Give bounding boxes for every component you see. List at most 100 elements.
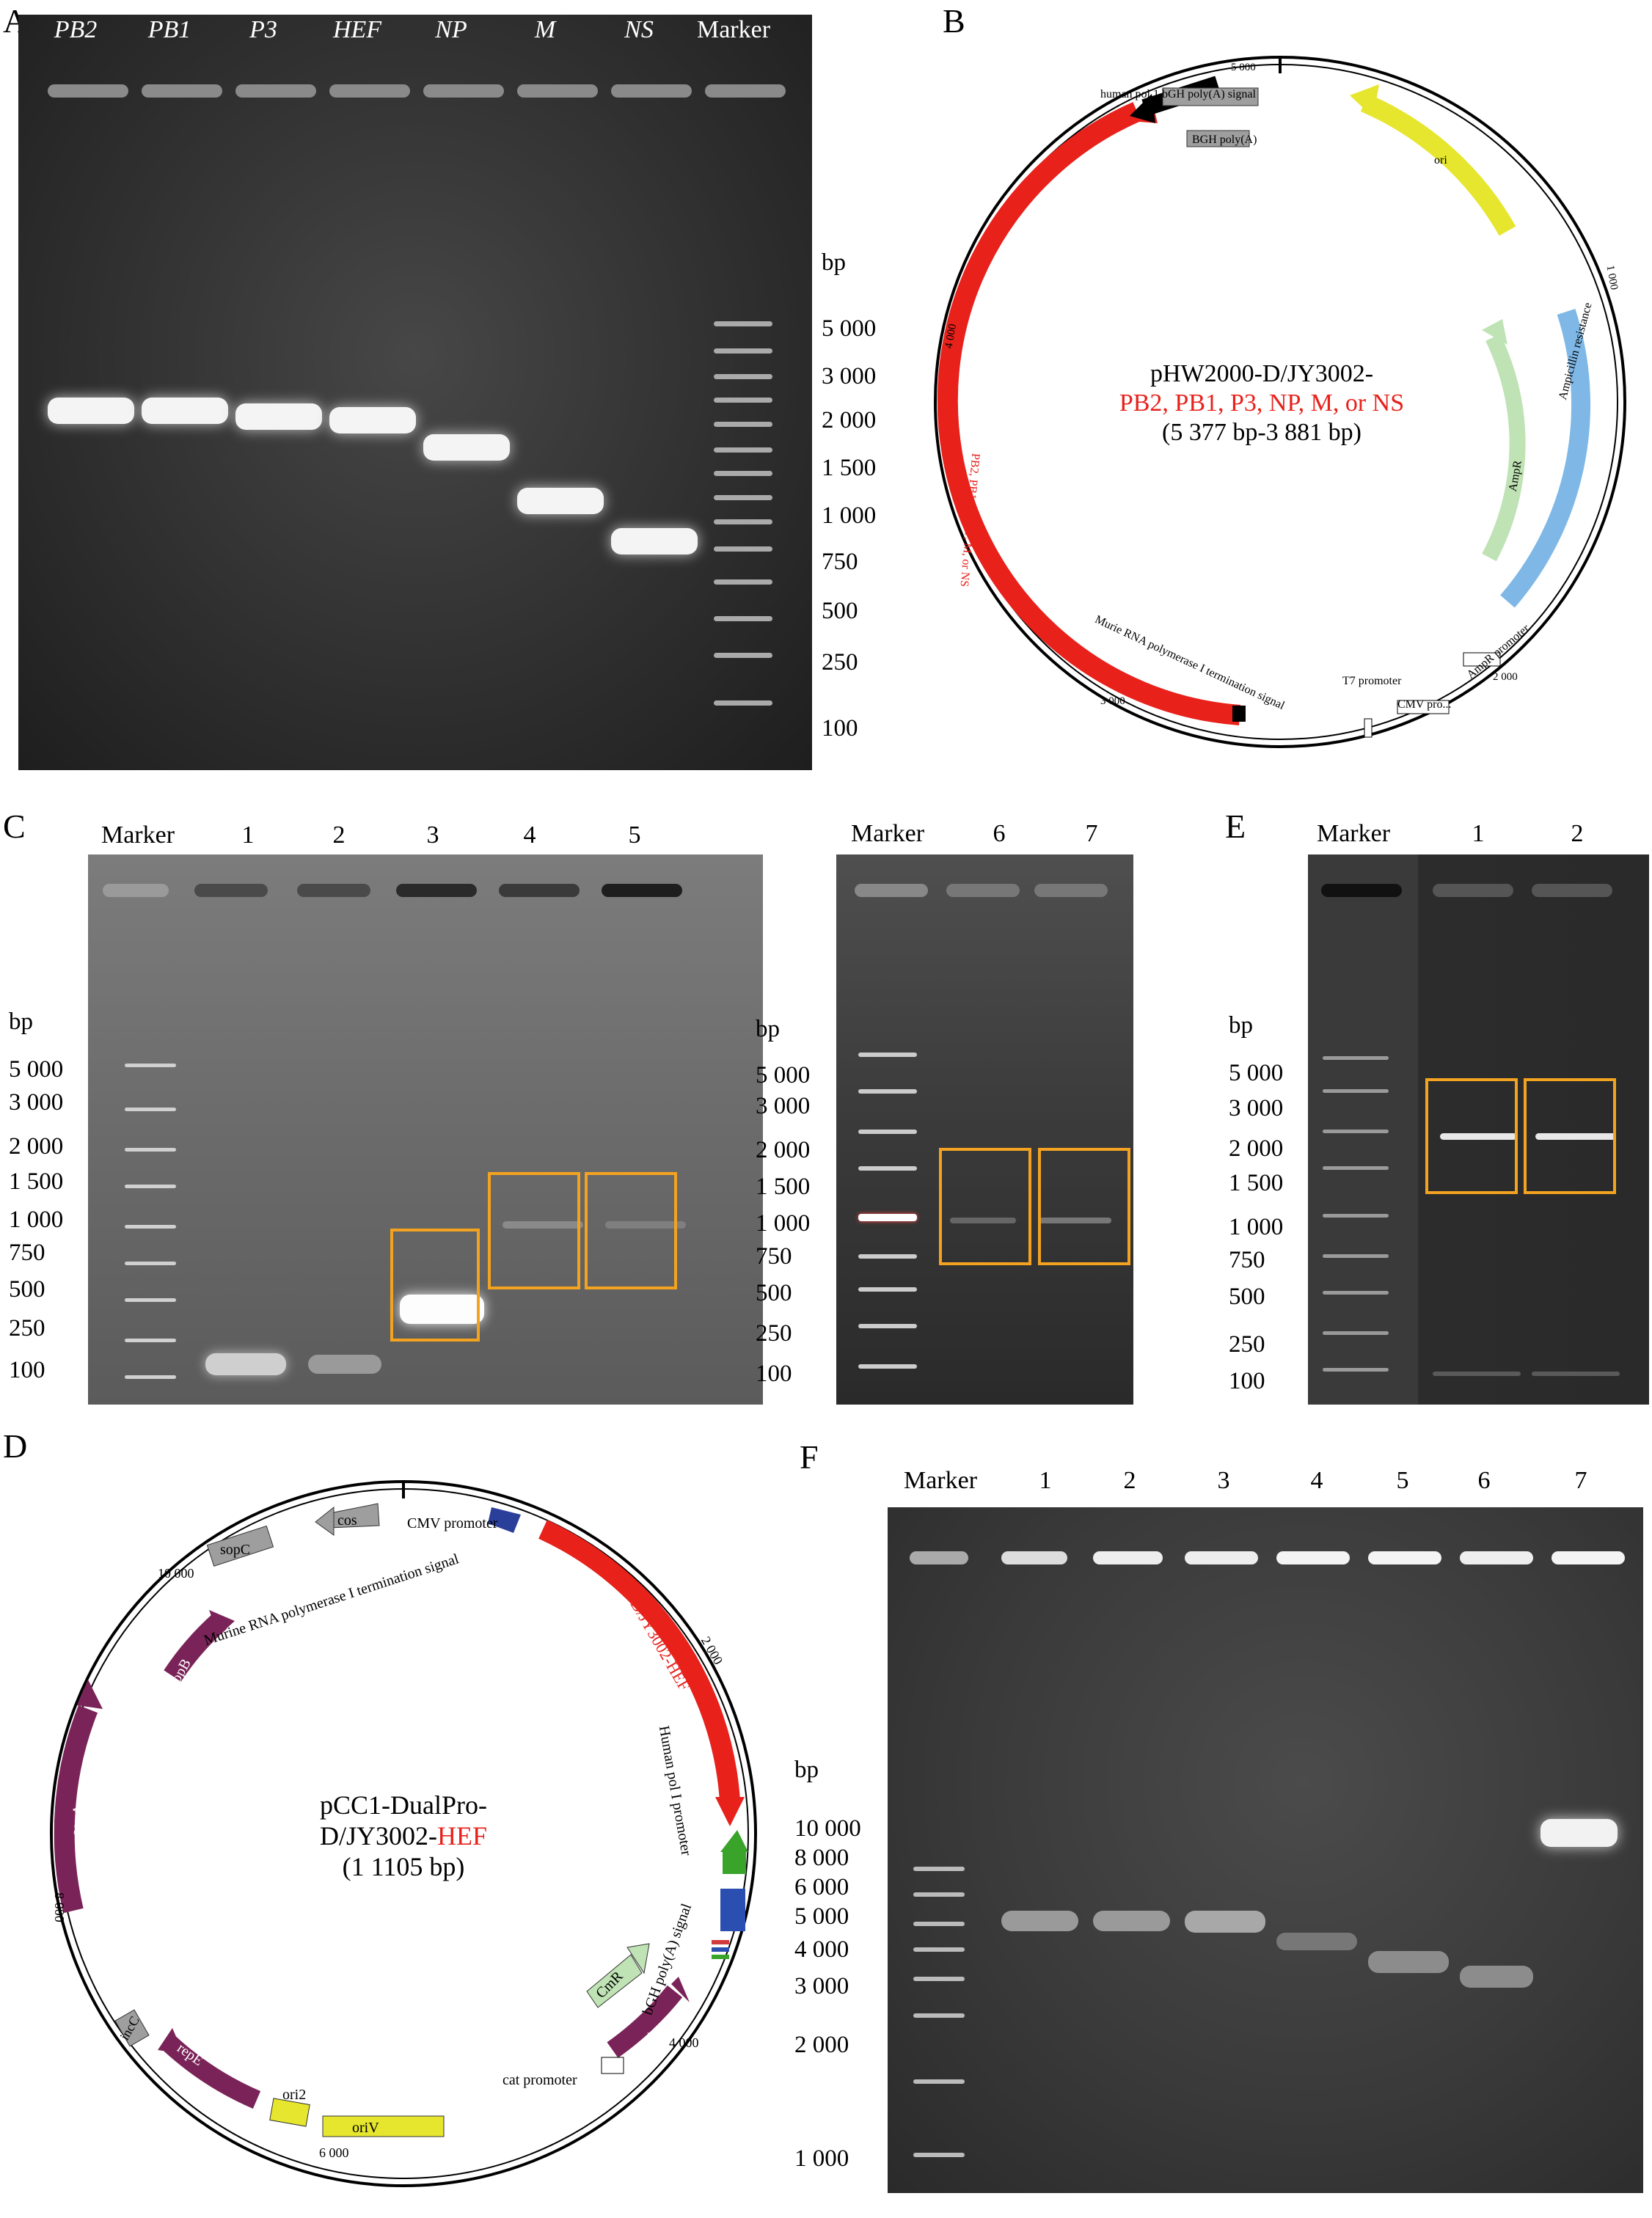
- tick-label: 3 000: [1100, 695, 1125, 707]
- bp-label: 500: [756, 1280, 792, 1306]
- bp-label: 100: [822, 715, 858, 742]
- tick-label: 6 000: [319, 2145, 349, 2160]
- tick-label: 10 000: [158, 1566, 194, 1581]
- lane-label: 7: [1085, 820, 1098, 847]
- feature-bgh-signal: human pol 1 bGH poly(A) signal: [1100, 88, 1256, 100]
- bp-label: 3 000: [822, 363, 877, 389]
- lane-label: Marker: [1316, 820, 1391, 847]
- feature-cmv: CMV pro...: [1397, 698, 1452, 711]
- tick-label: 4 000: [669, 2035, 699, 2050]
- lane-label: P3: [249, 16, 277, 43]
- feature-sopc: sopC: [220, 1542, 251, 1558]
- feature-cat-promoter: cat promoter: [502, 2072, 577, 2088]
- bp-label: 1 000: [1229, 1214, 1284, 1240]
- bp-label: 1 500: [1229, 1170, 1284, 1196]
- bp-label: 2 000: [794, 2032, 849, 2058]
- bp-label: 250: [756, 1320, 792, 1347]
- lane-label: 4: [1310, 1467, 1323, 1494]
- bp-label: 1 500: [756, 1174, 811, 1200]
- lane-label: 3: [1217, 1467, 1230, 1494]
- lane-label: 4: [523, 821, 536, 849]
- bp-label: 100: [9, 1357, 45, 1383]
- plasmid-map-d: [50, 1480, 757, 2187]
- lane-label: PB2: [54, 16, 98, 43]
- plasmid-d-prefix: D/JY3002-: [319, 1821, 437, 1851]
- bp-label: 2 000: [9, 1133, 64, 1160]
- bp-label: 250: [1229, 1331, 1265, 1358]
- lane-label: 1: [241, 821, 255, 849]
- bp-label: 5 000: [1229, 1060, 1284, 1086]
- bp-label: 8 000: [794, 1845, 849, 1871]
- lane-label: 1: [1039, 1467, 1052, 1494]
- lane-label: 7: [1574, 1467, 1587, 1494]
- bp-label: 1 000: [822, 502, 877, 529]
- lane-label: Marker: [850, 820, 925, 847]
- feature-ori2: ori2: [282, 2087, 307, 2103]
- feature-cos: cos: [337, 1512, 357, 1529]
- bp-label: 100: [756, 1361, 792, 1387]
- gel-f: [888, 1507, 1643, 2193]
- bp-label: 750: [9, 1240, 45, 1266]
- bp-label: 5 000: [756, 1062, 811, 1088]
- plasmid-b-size: (5 377 bp-3 881 bp): [1162, 419, 1362, 446]
- gel-a: [18, 15, 812, 770]
- bp-label: 500: [9, 1276, 45, 1303]
- bp-label: 3 000: [756, 1093, 811, 1119]
- lane-label: NP: [435, 16, 467, 43]
- panel-d-letter: D: [3, 1427, 28, 1465]
- bp-label: 1 000: [794, 2145, 849, 2172]
- bp-label: 4 000: [794, 1936, 849, 1963]
- bp-label: 500: [822, 598, 858, 624]
- lane-label: Marker: [903, 1467, 978, 1494]
- lane-label: 1: [1472, 820, 1485, 847]
- lane-label: Marker: [696, 16, 771, 43]
- lane-label: 5: [628, 821, 641, 849]
- bp-label: 5 000: [822, 315, 877, 342]
- bp-label: 2 000: [756, 1137, 811, 1163]
- gel-e: [1308, 854, 1649, 1405]
- lane-label: NS: [624, 16, 654, 43]
- gel-c-right: [836, 854, 1133, 1405]
- bp-title: bp: [1229, 1012, 1253, 1039]
- lane-label: HEF: [332, 16, 382, 43]
- feature-oriv: oriV: [352, 2120, 379, 2136]
- lane-label: 2: [332, 821, 346, 849]
- panel-c-letter: C: [3, 808, 26, 845]
- panel-f-letter: F: [800, 1438, 819, 1476]
- plasmid-b-title: pHW2000-D/JY3002- PB2, PB1, P3, NP, M, o…: [1071, 359, 1452, 447]
- plasmid-d-size: (1 1105 bp): [342, 1852, 465, 1881]
- bp-label: 3 000: [1229, 1095, 1284, 1121]
- tick-label: 2 000: [1493, 671, 1518, 683]
- gel-c-left: [88, 854, 763, 1405]
- feature-cmv: CMV promoter: [407, 1515, 498, 1531]
- bp-label: 750: [822, 549, 858, 575]
- bp-title: bp: [756, 1016, 780, 1042]
- feature-ori: ori: [1434, 154, 1447, 166]
- bp-title: bp: [794, 1757, 819, 1783]
- plasmid-b-name: pHW2000-D/JY3002-: [1150, 360, 1374, 387]
- bp-title: bp: [9, 1009, 33, 1035]
- feature-t7: T7 promoter: [1342, 675, 1402, 687]
- bp-label: 10 000: [794, 1815, 861, 1842]
- lane-label: PB1: [147, 16, 191, 43]
- bp-label: 5 000: [794, 1903, 849, 1930]
- bp-label: 1 000: [9, 1207, 64, 1233]
- plasmid-d-insert: HEF: [436, 1821, 487, 1851]
- lane-label: 5: [1396, 1467, 1409, 1494]
- bp-label: 2 000: [822, 407, 877, 433]
- plasmid-d-title: pCC1-DualPro- D/JY3002-HEF (1 1105 bp): [242, 1790, 565, 1882]
- lane-label: 3: [426, 821, 439, 849]
- lane-label: 2: [1571, 820, 1584, 847]
- panel-b-letter: B: [943, 2, 965, 40]
- bp-label: 1 500: [9, 1168, 64, 1195]
- lane-label: 6: [993, 820, 1006, 847]
- bp-label: 2 000: [1229, 1135, 1284, 1162]
- lane-label: M: [534, 16, 556, 43]
- plasmid-b-insert: PB2, PB1, P3, NP, M, or NS: [1119, 389, 1405, 417]
- tick-label: 5 000: [1231, 62, 1256, 73]
- bp-label: 750: [756, 1243, 792, 1270]
- bp-label: 500: [1229, 1284, 1265, 1310]
- bp-label: 250: [822, 649, 858, 676]
- feature-sopa: sopA: [67, 1804, 87, 1837]
- bp-title: bp: [822, 249, 846, 276]
